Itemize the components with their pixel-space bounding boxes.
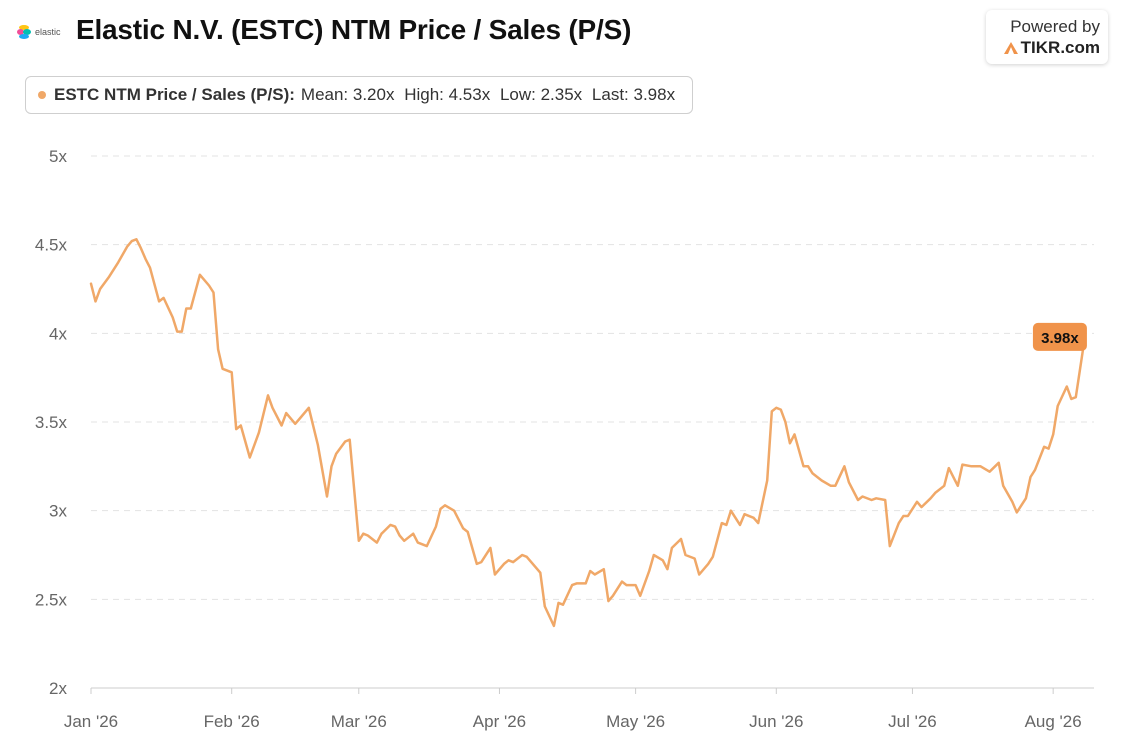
x-axis: Jan '26 Feb '26 Mar '26 Apr '26 May '26 Jun '…: [64, 687, 1094, 731]
powered-by-brand: TIKR.com: [1003, 38, 1100, 58]
elastic-logo-icon: [17, 25, 31, 39]
y-tick-label: 3x: [49, 502, 67, 521]
legend-high: High: 4.53x: [404, 85, 491, 104]
logo-text: elastic: [35, 27, 61, 37]
y-tick-label: 2.5x: [35, 590, 68, 609]
legend-low: Low: 2.35x: [499, 85, 583, 104]
series-layer: [89, 238, 1087, 628]
legend-mean: Mean: 3.20x: [300, 85, 395, 104]
y-tick-label: 5x: [49, 147, 67, 166]
y-tick-label: 4.5x: [35, 236, 68, 255]
grid-lines: [91, 155, 1094, 600]
x-tick-label: May '26: [606, 712, 665, 731]
chart-legend[interactable]: ESTC NTM Price / Sales (P/S): Mean: 3.20…: [25, 76, 694, 114]
y-tick-label: 3.5x: [35, 413, 68, 432]
last-value-badge: 3.98x: [1032, 322, 1087, 351]
series-line[interactable]: [89, 238, 1087, 628]
x-tick-label: Apr '26: [473, 712, 526, 731]
x-tick-label: Aug '26: [1025, 712, 1082, 731]
y-tick-label: 2x: [49, 679, 67, 698]
x-tick-label: Feb '26: [204, 712, 260, 731]
legend-dot-icon: [38, 91, 46, 99]
page-title: Elastic N.V. (ESTC) NTM Price / Sales (P…: [76, 14, 632, 45]
last-value-badge-box: [1032, 322, 1087, 351]
powered-by-label: Powered by: [1010, 17, 1100, 36]
x-tick-label: Jan '26: [64, 712, 118, 731]
legend-last: Last: 3.98x: [591, 85, 676, 104]
x-tick-label: Jun '26: [749, 712, 803, 731]
x-tick-label: Mar '26: [331, 712, 387, 731]
chart-header: elastic Elastic N.V. (ESTC) NTM Price / …: [0, 0, 1122, 70]
tikr-logo-icon: [1003, 42, 1018, 54]
powered-by-brand-text: TIKR.com: [1020, 38, 1100, 57]
legend-stats: Mean: 3.20x High: 4.53x Low: 2.35x Last:…: [301, 85, 680, 105]
powered-by-badge[interactable]: Powered by TIKR.com: [986, 10, 1108, 64]
company-logo: elastic: [17, 25, 61, 39]
y-tick-label: 4x: [49, 324, 67, 343]
legend-series-name: ESTC NTM Price / Sales (P/S):: [54, 85, 295, 104]
last-value-badge-label: 3.98x: [1041, 330, 1079, 347]
y-axis: 2x 2.5x 3x 3.5x 4x 4.5x 5x: [35, 147, 68, 698]
x-tick-label: Jul '26: [888, 712, 937, 731]
